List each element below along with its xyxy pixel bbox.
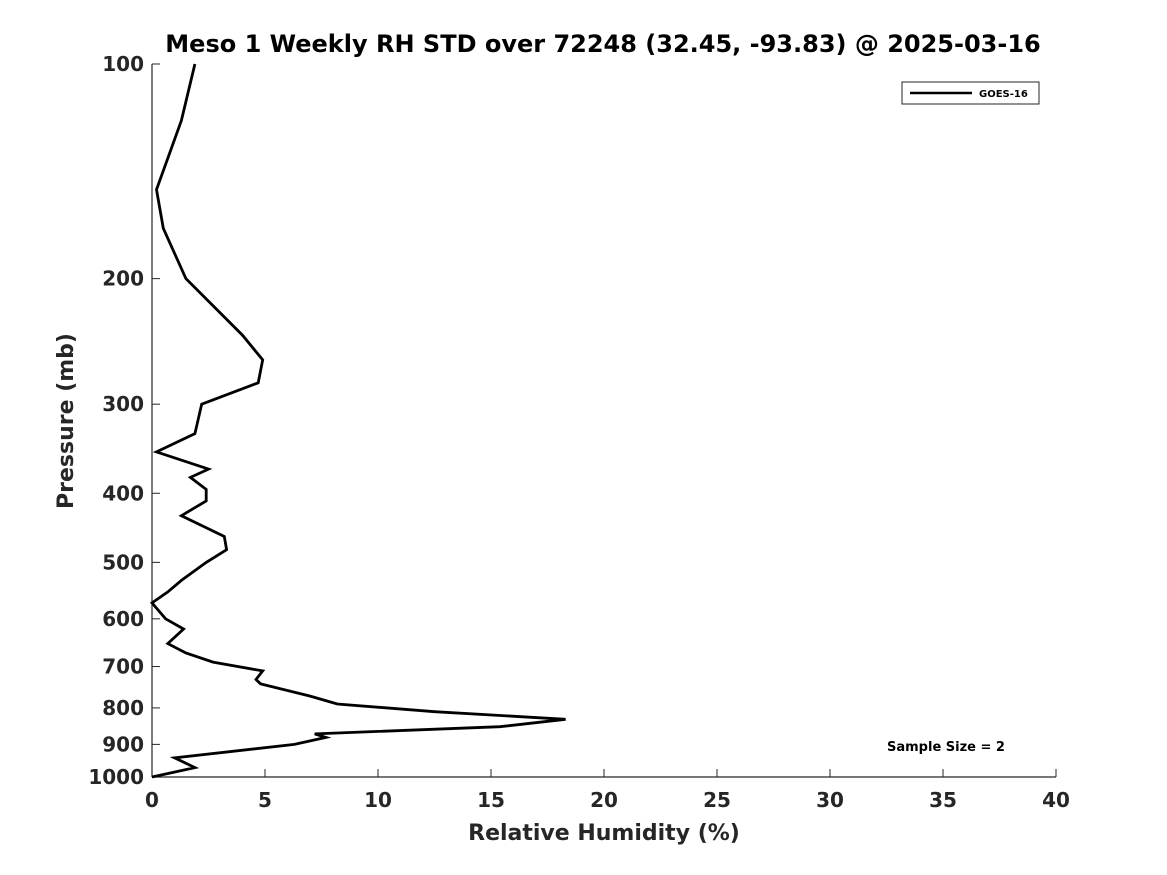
legend: GOES-16 <box>901 81 1040 105</box>
y-tick-label: 300 <box>102 392 144 416</box>
sample-size-annotation: Sample Size = 2 <box>887 740 1005 755</box>
y-tick-label: 900 <box>102 732 144 756</box>
x-tick-label: 35 <box>929 788 957 812</box>
y-tick-label: 1000 <box>88 765 144 789</box>
x-ticks: 0 5 10 15 20 25 30 35 40 <box>145 769 1070 812</box>
x-tick-label: 10 <box>364 788 392 812</box>
x-axis-label: Relative Humidity (%) <box>468 821 740 846</box>
y-tick-label: 200 <box>102 267 144 291</box>
x-tick-label: 20 <box>590 788 618 812</box>
series-line-goes-16 <box>149 63 566 779</box>
y-tick-label: 800 <box>102 696 144 720</box>
x-tick-label: 30 <box>816 788 844 812</box>
plot-area: 0 5 10 15 20 25 30 35 40 100 200 300 400 500 600 700 80… <box>88 52 1070 812</box>
series-layer <box>149 63 566 779</box>
y-tick-label: 700 <box>102 655 144 679</box>
x-tick-label: 40 <box>1042 788 1070 812</box>
x-tick-label: 0 <box>145 788 159 812</box>
x-tick-label: 5 <box>258 788 272 812</box>
x-tick-label: 15 <box>477 788 505 812</box>
y-ticks: 100 200 300 400 500 600 700 800 900 1000 <box>88 52 160 789</box>
x-tick-label: 25 <box>703 788 731 812</box>
y-tick-label: 500 <box>102 550 144 574</box>
y-tick-label: 400 <box>102 481 144 505</box>
y-tick-label: 600 <box>102 607 144 631</box>
legend-label-goes-16: GOES-16 <box>979 89 1028 100</box>
y-tick-label: 100 <box>102 52 144 76</box>
y-axis-label: Pressure (mb) <box>54 333 79 509</box>
chart-title: Meso 1 Weekly RH STD over 72248 (32.45, … <box>165 30 1040 58</box>
